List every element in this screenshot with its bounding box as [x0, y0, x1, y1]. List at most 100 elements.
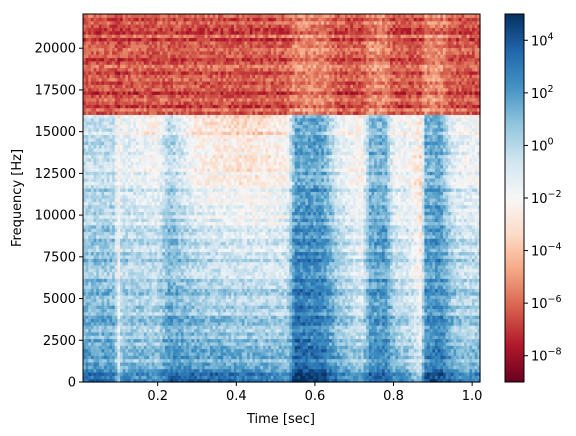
heatmap-cell	[88, 131, 92, 136]
heatmap-cell	[85, 164, 89, 169]
heatmap-cell	[88, 241, 92, 246]
heatmap-cell	[90, 284, 95, 289]
heatmap-cell	[83, 361, 87, 366]
heatmap-cell	[85, 211, 89, 216]
heatmap-cell	[85, 157, 89, 162]
heatmap-cell	[88, 301, 92, 306]
heatmap-cell	[85, 27, 89, 32]
heatmap-cell	[85, 375, 89, 380]
heatmap-cell	[85, 34, 89, 39]
heatmap-cell	[88, 147, 92, 152]
heatmap-cell	[88, 201, 92, 206]
heatmap-cell	[85, 258, 89, 263]
heatmap-cell	[83, 378, 87, 383]
heatmap-cell	[88, 315, 92, 320]
heatmap-cell	[85, 54, 89, 59]
heatmap-cell	[90, 211, 95, 216]
heatmap-cell	[83, 154, 87, 159]
heatmap-cell	[88, 27, 92, 32]
heatmap-cell	[83, 50, 87, 55]
heatmap-cell	[83, 305, 87, 309]
heatmap-cell	[88, 331, 92, 336]
heatmap-cell	[88, 177, 92, 182]
heatmap-cell	[85, 100, 89, 105]
heatmap-cell	[85, 295, 89, 299]
heatmap-cell	[88, 127, 92, 132]
heatmap-cell	[85, 218, 89, 223]
heatmap-cell	[88, 40, 92, 45]
heatmap-cell	[90, 315, 95, 320]
heatmap-cell	[88, 305, 92, 309]
heatmap-cell	[90, 378, 95, 383]
heatmap-cell	[88, 184, 92, 189]
heatmap-cell	[85, 90, 89, 95]
heatmap-cell	[83, 104, 87, 109]
heatmap-cell	[88, 274, 92, 279]
heatmap-cell	[83, 325, 87, 330]
heatmap-cell	[85, 94, 89, 99]
heatmap-cell	[90, 241, 95, 246]
heatmap-cell	[83, 24, 87, 28]
heatmap-cell	[83, 131, 87, 136]
heatmap-cell	[90, 321, 95, 326]
heatmap-cell	[83, 335, 87, 340]
heatmap-cell	[83, 87, 87, 92]
heatmap-cell	[83, 254, 87, 259]
heatmap-cell	[90, 208, 95, 212]
heatmap-cell	[85, 331, 89, 336]
heatmap-cell	[83, 67, 87, 72]
heatmap-cell	[83, 264, 87, 269]
heatmap-cell	[85, 368, 89, 373]
heatmap-cell	[88, 248, 92, 253]
heatmap-cell	[88, 328, 92, 333]
heatmap-cell	[90, 331, 95, 336]
heatmap-cell	[83, 60, 87, 65]
heatmap-cell	[88, 234, 92, 239]
heatmap-cell	[88, 291, 92, 296]
heatmap-cell	[88, 251, 92, 256]
heatmap-cell	[90, 278, 95, 283]
heatmap-cell	[85, 301, 89, 306]
heatmap-cell	[90, 244, 95, 249]
heatmap-cell	[85, 50, 89, 55]
heatmap-cell	[88, 141, 92, 146]
heatmap-cell	[90, 345, 95, 350]
heatmap-cell	[90, 335, 95, 340]
heatmap-cell	[90, 187, 95, 192]
heatmap-cell	[83, 341, 87, 346]
heatmap-cell	[83, 355, 87, 360]
heatmap-cell	[85, 24, 89, 28]
heatmap-cell	[90, 248, 95, 253]
heatmap-cell	[90, 358, 95, 363]
heatmap-cell	[90, 268, 95, 273]
heatmap-cell	[83, 271, 87, 276]
heatmap-cell	[83, 248, 87, 253]
heatmap-cell	[88, 124, 92, 129]
heatmap-cell	[88, 144, 92, 149]
heatmap-cell	[88, 338, 92, 343]
heatmap-cell	[90, 171, 95, 176]
heatmap-cell	[90, 328, 95, 333]
heatmap-cell	[85, 261, 89, 266]
heatmap-cell	[85, 147, 89, 152]
heatmap-cell	[85, 60, 89, 65]
heatmap-cell	[83, 301, 87, 306]
heatmap-cell	[83, 117, 87, 122]
heatmap-cell	[88, 281, 92, 286]
heatmap-cell	[88, 30, 92, 35]
heatmap-cell	[83, 268, 87, 273]
heatmap-cell	[85, 214, 89, 219]
heatmap-cell	[90, 204, 95, 209]
heatmap-cell	[85, 221, 89, 226]
heatmap-cell	[88, 208, 92, 212]
heatmap-cell	[88, 44, 92, 49]
heatmap-cell	[88, 114, 92, 119]
heatmap-cell	[85, 104, 89, 109]
heatmap-cell	[88, 161, 92, 166]
heatmap-cell	[90, 238, 95, 243]
heatmap-cell	[88, 174, 92, 179]
heatmap-cell	[83, 211, 87, 216]
heatmap-cell	[85, 154, 89, 159]
heatmap-cell	[90, 281, 95, 286]
heatmap-cell	[88, 57, 92, 62]
